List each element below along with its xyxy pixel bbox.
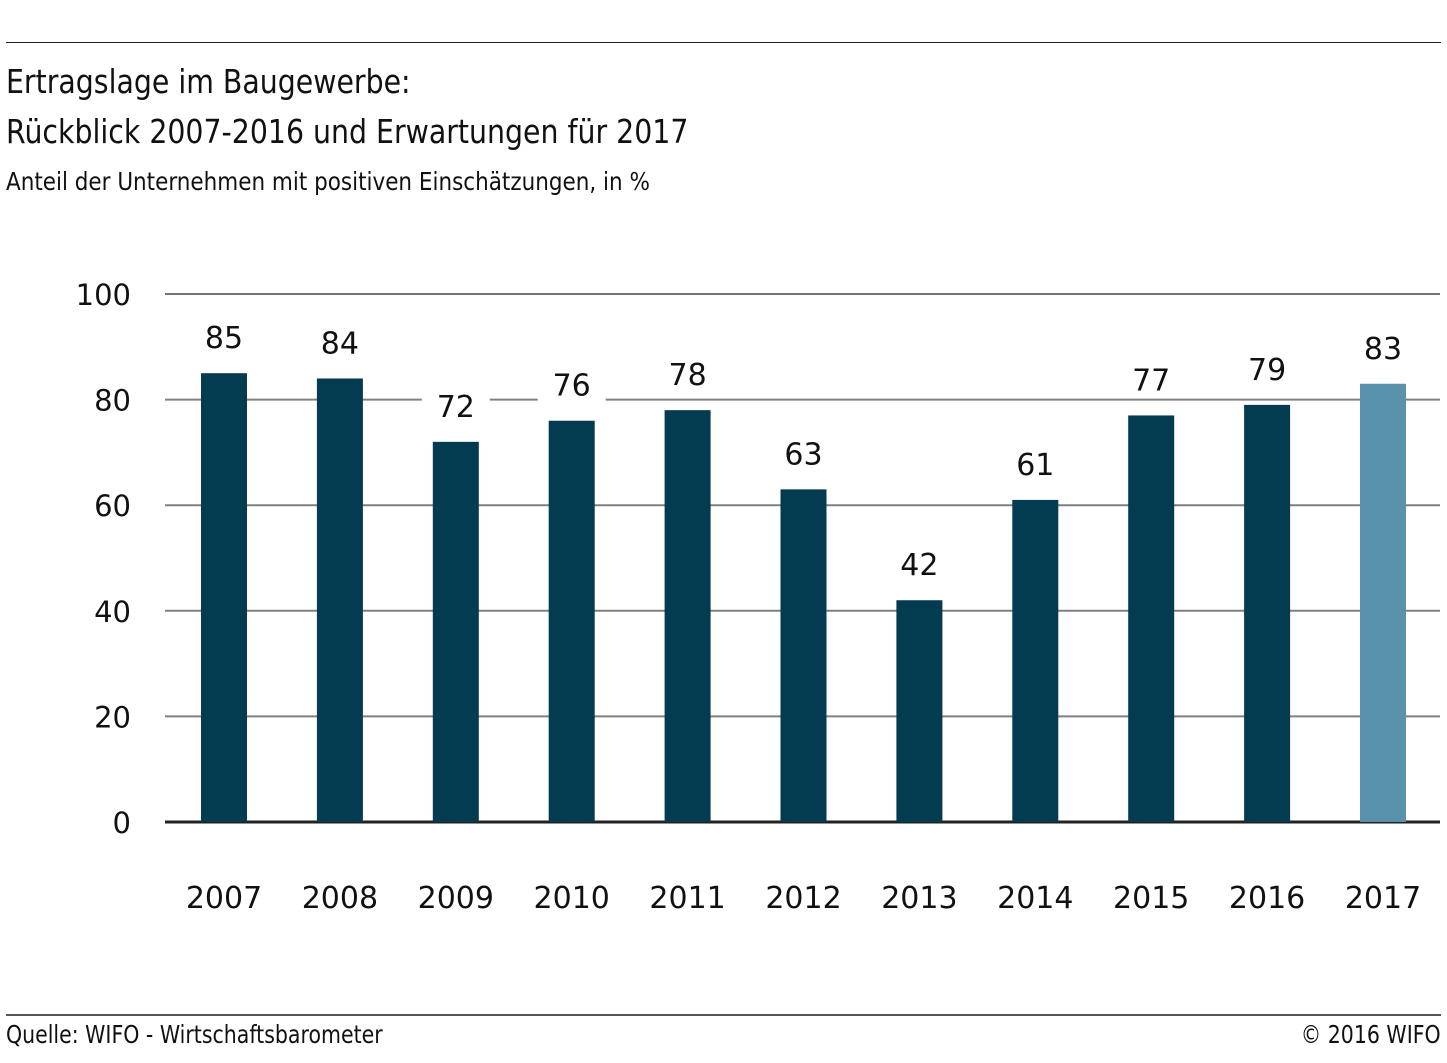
data-label-2011: 78 xyxy=(669,358,707,393)
data-label-2017: 83 xyxy=(1364,332,1402,367)
bar-2013 xyxy=(896,600,943,822)
x-tick-label: 2014 xyxy=(997,881,1073,916)
data-label-background xyxy=(305,323,374,362)
x-tick-label: 2015 xyxy=(1113,881,1189,916)
data-labels: 85 84 72 76 78 63 42 61 77 79 83 xyxy=(190,318,1417,584)
data-label-2016: 79 xyxy=(1248,353,1286,388)
data-label-2010: 76 xyxy=(553,369,591,404)
bar-2017 xyxy=(1360,383,1406,822)
data-label-background xyxy=(885,545,954,584)
y-tick-label: 0 xyxy=(113,806,131,840)
data-label-2008: 84 xyxy=(321,326,359,361)
x-tick-label: 2017 xyxy=(1345,881,1421,916)
data-label-background xyxy=(1233,349,1302,388)
top-divider xyxy=(6,42,1441,43)
x-tick-label: 2009 xyxy=(418,881,494,916)
x-tick-label: 2013 xyxy=(881,881,957,916)
copyright-note: © 2016 WIFO xyxy=(1301,1020,1441,1049)
chart-title-line-2: Rückblick 2007-2016 und Erwartungen für … xyxy=(6,112,689,151)
x-tick-label: 2008 xyxy=(302,881,378,916)
y-axis-ticks: 0 20 40 60 80 100 xyxy=(76,278,131,840)
bars xyxy=(201,373,1406,822)
bottom-divider xyxy=(6,1014,1441,1016)
x-tick-label: 2012 xyxy=(765,881,841,916)
data-label-background xyxy=(653,355,722,394)
bar-2014 xyxy=(1012,499,1059,822)
bar-2007 xyxy=(201,373,247,822)
y-tick-label: 20 xyxy=(94,700,131,734)
chart-title-line-1: Ertragslage im Baugewerbe: xyxy=(6,62,411,101)
data-label-background xyxy=(1349,328,1417,367)
bar-2009 xyxy=(432,441,479,822)
x-tick-label: 2011 xyxy=(649,881,725,916)
data-label-background xyxy=(421,386,490,425)
data-label-2009: 72 xyxy=(437,390,475,425)
data-label-2012: 63 xyxy=(784,437,822,472)
bar-chart: 0 20 40 60 80 100 85 84 72 76 78 63 42 61 77 79 83 2007… xyxy=(76,278,1440,916)
y-tick-label: 100 xyxy=(76,278,131,312)
data-label-2007: 85 xyxy=(205,321,243,356)
bar-2011 xyxy=(664,410,711,822)
data-label-2014: 61 xyxy=(1016,448,1054,483)
data-label-background xyxy=(1117,360,1186,399)
data-label-2015: 77 xyxy=(1132,363,1170,398)
y-tick-label: 80 xyxy=(94,384,131,418)
bar-2015 xyxy=(1128,415,1175,822)
x-tick-label: 2010 xyxy=(534,881,610,916)
y-tick-label: 60 xyxy=(94,489,131,523)
chart-subtitle: Anteil der Unternehmen mit positiven Ein… xyxy=(6,167,650,196)
bar-2016 xyxy=(1244,404,1291,822)
data-label-background xyxy=(769,434,838,473)
source-note: Quelle: WIFO - Wirtschaftsbarometer xyxy=(6,1020,383,1049)
data-label-background xyxy=(190,318,258,357)
bar-2012 xyxy=(780,489,827,822)
data-label-background xyxy=(537,365,606,404)
x-tick-label: 2016 xyxy=(1229,881,1305,916)
bar-2010 xyxy=(548,420,595,822)
x-axis-ticks: 2007 2008 2009 2010 2011 2012 2013 2014 2015 2016… xyxy=(186,881,1421,916)
bar-2008 xyxy=(316,378,363,822)
data-label-background xyxy=(1001,444,1070,483)
x-tick-label: 2007 xyxy=(186,881,262,916)
y-tick-label: 40 xyxy=(94,595,131,629)
data-label-2013: 42 xyxy=(900,548,938,583)
